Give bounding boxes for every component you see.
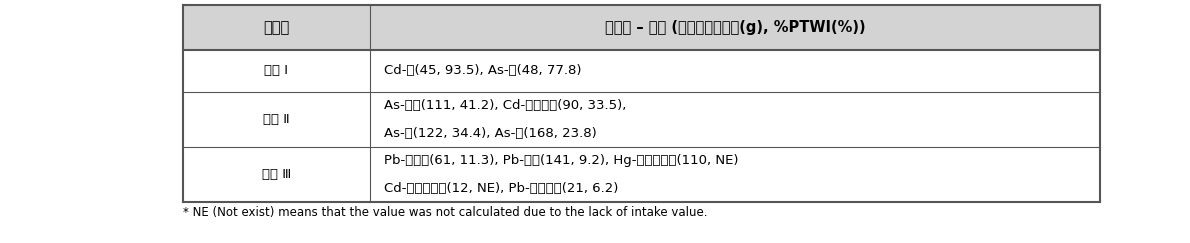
Bar [183, 92, 1100, 147]
Bar [183, 5, 1100, 50]
Text: Cd-김(45, 93.5), As-톳(48, 77.8): Cd-김(45, 93.5), As-톳(48, 77.8) [384, 64, 582, 78]
Text: As-미역(111, 41.2), Cd-상황버섯(90, 33.5),: As-미역(111, 41.2), Cd-상황버섯(90, 33.5), [384, 99, 627, 112]
Bar [183, 50, 1100, 92]
Text: Pb-미더덕(61, 11.3), Pb-멍게(141, 9.2), Hg-아가리쿠스(110, NE): Pb-미더덕(61, 11.3), Pb-멍게(141, 9.2), Hg-아가… [384, 154, 739, 167]
Text: As-김(122, 34.4), As-게(168, 23.8): As-김(122, 34.4), As-게(168, 23.8) [384, 127, 597, 140]
Text: 그룹 Ⅱ: 그룹 Ⅱ [263, 113, 290, 126]
Text: 그룹 Ⅲ: 그룹 Ⅲ [262, 168, 292, 181]
Bar [183, 147, 1100, 202]
Text: * NE (Not exist) means that the value was not calculated due to the lack of inta: * NE (Not exist) means that the value wa… [183, 206, 708, 219]
Text: 중금속 – 식품 (최대허용섭취량(g), %PTWI(%)): 중금속 – 식품 (최대허용섭취량(g), %PTWI(%)) [605, 20, 865, 35]
Text: 그룹핑: 그룹핑 [263, 20, 289, 35]
Text: Cd-아가리쿠스(12, NE), Pb-석이버섯(21, 6.2): Cd-아가리쿠스(12, NE), Pb-석이버섯(21, 6.2) [384, 182, 619, 195]
Text: 그룹 Ⅰ: 그룹 Ⅰ [264, 64, 288, 78]
